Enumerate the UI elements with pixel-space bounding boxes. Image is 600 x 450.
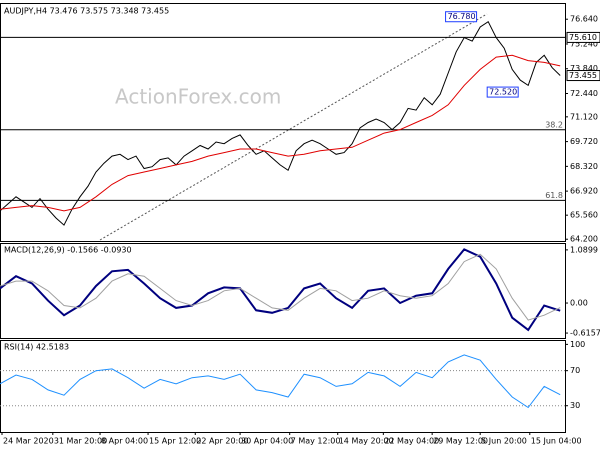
y-tick-label: 73.840 xyxy=(570,64,598,73)
y-tick-label: 0.00 xyxy=(570,299,588,308)
x-tick-label: 31 Mar 20:00 xyxy=(54,437,107,446)
macd-panel xyxy=(0,243,566,339)
panel-title: MACD(12,26,9) -0.1566 -0.0930 xyxy=(4,246,132,255)
y-tick-label: 65.560 xyxy=(570,211,598,220)
fib-label: 61.8 xyxy=(545,191,563,200)
series-line xyxy=(0,54,561,212)
y-tick-label: 66.920 xyxy=(570,187,598,196)
y-tick-label: 64.200 xyxy=(570,235,598,244)
panel-title: AUDJPY,H4 73.476 73.575 73.348 73.455 xyxy=(4,7,169,16)
annotation-box xyxy=(486,86,519,98)
x-tick-label: 30 Apr 04:00 xyxy=(241,437,293,446)
rsi-panel xyxy=(0,340,566,433)
series-line xyxy=(0,20,561,226)
x-tick-label: 22 May 04:00 xyxy=(384,437,439,446)
x-tick-label: 15 Jun 04:00 xyxy=(531,437,582,446)
y-tick-label: 71.120 xyxy=(570,112,598,121)
price-box xyxy=(566,70,600,82)
annotation-label: 76.780 xyxy=(448,12,476,21)
y-tick-label: 30 xyxy=(570,401,580,410)
series-line xyxy=(0,354,561,409)
annotation-box xyxy=(445,11,478,23)
y-tick-label: 68.320 xyxy=(570,162,598,171)
y-tick-label: 75.240 xyxy=(570,39,598,48)
y-tick-label: 1.0899 xyxy=(570,245,598,254)
series-line xyxy=(0,248,561,332)
annotation-label: 72.520 xyxy=(489,88,517,97)
price-box xyxy=(566,31,600,43)
x-tick-label: 8 Apr 04:00 xyxy=(101,437,148,446)
y-tick-label: 70 xyxy=(570,366,580,375)
x-tick-label: 5 Jun 20:00 xyxy=(481,437,527,446)
x-tick-label: 22 Apr 20:00 xyxy=(196,437,248,446)
x-tick-label: 7 May 12:00 xyxy=(291,437,341,446)
price-box-label: 75.610 xyxy=(569,33,597,42)
x-tick-label: 15 Apr 12:00 xyxy=(149,437,201,446)
x-tick-label: 24 Mar 2020 xyxy=(3,437,54,446)
series-line xyxy=(0,253,561,321)
price-box-label: 73.455 xyxy=(569,71,597,80)
y-tick-label: 100 xyxy=(570,340,585,349)
price-panel xyxy=(0,3,566,242)
panel-title: RSI(14) 42.5183 xyxy=(4,343,69,352)
fib-label: 38.2 xyxy=(545,120,563,129)
y-tick-label: 69.720 xyxy=(570,137,598,146)
x-tick-label: 14 May 20:00 xyxy=(339,437,394,446)
trend-line xyxy=(99,13,488,241)
y-tick-label: -0.6157 xyxy=(570,329,600,338)
y-tick-label: 76.640 xyxy=(570,15,598,24)
watermark: ActionForex.com xyxy=(115,85,281,109)
x-tick-label: 29 May 12:00 xyxy=(433,437,488,446)
y-tick-label: 72.440 xyxy=(570,89,598,98)
